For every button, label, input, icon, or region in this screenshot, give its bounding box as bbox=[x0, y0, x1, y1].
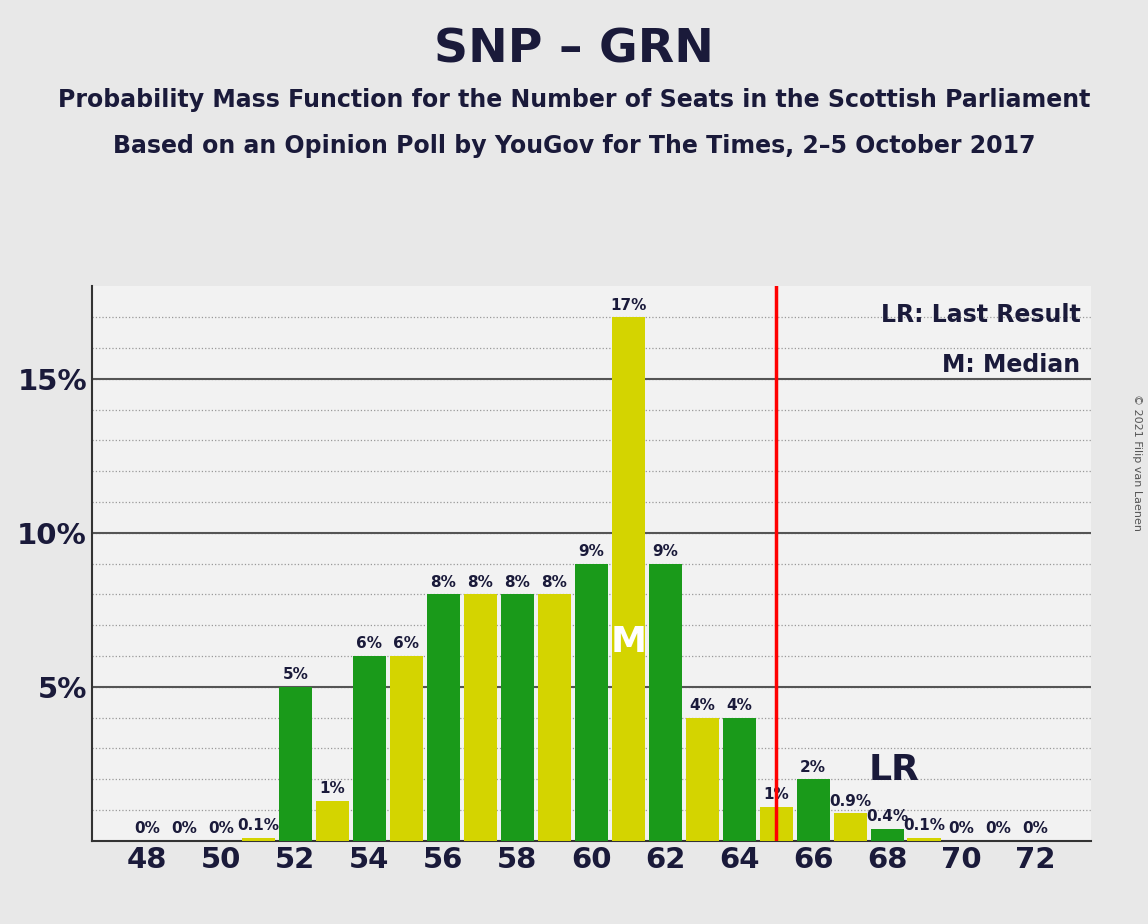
Text: 5%: 5% bbox=[282, 667, 308, 682]
Text: 4%: 4% bbox=[689, 698, 715, 713]
Bar bbox=[833, 813, 867, 841]
Bar bbox=[537, 594, 571, 841]
Bar bbox=[870, 829, 903, 841]
Bar bbox=[389, 656, 422, 841]
Text: 0%: 0% bbox=[1022, 821, 1048, 836]
Text: 0%: 0% bbox=[985, 821, 1011, 836]
Text: Probability Mass Function for the Number of Seats in the Scottish Parliament: Probability Mass Function for the Number… bbox=[57, 88, 1091, 112]
Bar bbox=[316, 801, 349, 841]
Bar bbox=[352, 656, 386, 841]
Bar bbox=[797, 779, 830, 841]
Bar bbox=[612, 317, 645, 841]
Text: 6%: 6% bbox=[356, 637, 382, 651]
Bar bbox=[464, 594, 497, 841]
Text: M: Median: M: Median bbox=[943, 353, 1080, 377]
Bar bbox=[760, 807, 793, 841]
Bar bbox=[574, 564, 607, 841]
Text: M: M bbox=[611, 625, 646, 659]
Bar bbox=[907, 838, 940, 841]
Text: 0%: 0% bbox=[171, 821, 197, 836]
Text: 0.9%: 0.9% bbox=[829, 794, 871, 808]
Text: 0%: 0% bbox=[134, 821, 161, 836]
Text: 0.1%: 0.1% bbox=[903, 818, 945, 833]
Text: 2%: 2% bbox=[800, 760, 827, 774]
Text: 0%: 0% bbox=[948, 821, 974, 836]
Text: 0.4%: 0.4% bbox=[866, 808, 908, 824]
Text: 1%: 1% bbox=[319, 781, 346, 796]
Text: LR: Last Result: LR: Last Result bbox=[881, 303, 1080, 327]
Text: 8%: 8% bbox=[467, 575, 494, 590]
Text: LR: LR bbox=[869, 753, 920, 787]
Text: 8%: 8% bbox=[542, 575, 567, 590]
Text: 9%: 9% bbox=[579, 544, 604, 559]
Text: 8%: 8% bbox=[504, 575, 530, 590]
Text: 17%: 17% bbox=[610, 298, 646, 312]
Text: 8%: 8% bbox=[430, 575, 456, 590]
Text: © 2021 Filip van Laenen: © 2021 Filip van Laenen bbox=[1132, 394, 1142, 530]
Text: 6%: 6% bbox=[394, 637, 419, 651]
Text: SNP – GRN: SNP – GRN bbox=[434, 28, 714, 73]
Text: 0%: 0% bbox=[209, 821, 234, 836]
Text: 1%: 1% bbox=[763, 787, 789, 802]
Text: 4%: 4% bbox=[727, 698, 752, 713]
Text: 9%: 9% bbox=[652, 544, 678, 559]
Bar bbox=[722, 718, 755, 841]
Bar bbox=[685, 718, 719, 841]
Bar bbox=[501, 594, 534, 841]
Text: Based on an Opinion Poll by YouGov for The Times, 2–5 October 2017: Based on an Opinion Poll by YouGov for T… bbox=[113, 134, 1035, 158]
Bar bbox=[279, 687, 312, 841]
Bar bbox=[241, 838, 274, 841]
Text: 0.1%: 0.1% bbox=[238, 818, 279, 833]
Bar bbox=[649, 564, 682, 841]
Bar bbox=[427, 594, 460, 841]
